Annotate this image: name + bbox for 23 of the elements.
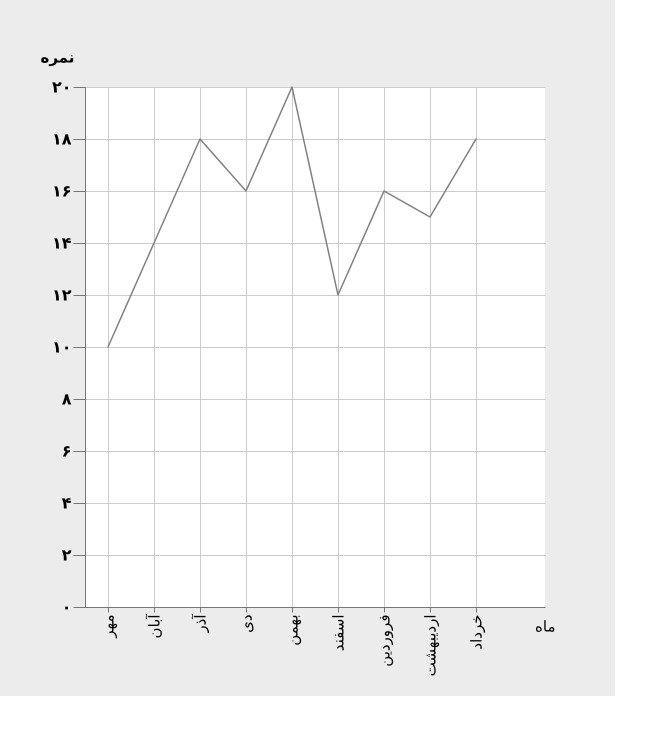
y-axis-title: نمره	[40, 48, 74, 66]
x-tick-label: خرداد	[468, 614, 486, 650]
x-tick-label: مهر	[100, 614, 118, 639]
x-tick-label: آبان	[144, 614, 164, 638]
y-tick-label: ۱۶	[52, 182, 72, 200]
y-tick-label: ۸	[62, 390, 72, 408]
y-tick-label: ۱۰	[52, 338, 72, 356]
y-tick-label: ۲	[62, 546, 72, 564]
x-tick-label: اسفند	[330, 614, 348, 652]
x-tick-label: فروردین	[376, 614, 394, 667]
line-series	[107, 86, 477, 348]
x-tick-label: آذر	[190, 614, 210, 634]
x-tick-label: اردیبهشت	[422, 614, 440, 676]
y-tick-label: ۱۴	[52, 234, 72, 252]
x-tick-label: دی	[238, 614, 256, 633]
y-tick-label: ۰	[62, 598, 72, 616]
x-axis-title: ماه	[535, 618, 556, 636]
y-tick-label: ۶	[62, 442, 72, 460]
y-tick-label: ۴	[62, 494, 72, 512]
y-tick-label: ۲۰	[52, 78, 72, 96]
y-tick-label: ۱۸	[52, 130, 72, 148]
y-tick-label: ۱۲	[52, 286, 72, 304]
x-tick-label: بهمن	[284, 614, 302, 646]
